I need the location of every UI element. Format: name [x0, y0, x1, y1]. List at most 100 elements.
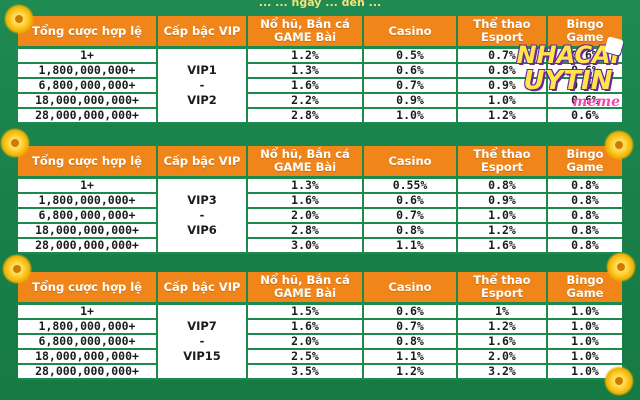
bet-cell: 18,000,000,000+ [18, 350, 158, 365]
slot-rate-cell: 1.3% [248, 64, 364, 79]
bet-cell: 6,800,000,000+ [18, 209, 158, 224]
sport-rate-cell: 0.9% [458, 79, 548, 94]
vip-to: VIP2 [187, 93, 217, 107]
bingo-rate-cell: 0.8% [548, 179, 622, 194]
bet-cell: 6,800,000,000+ [18, 79, 158, 94]
sport-rate-cell: 1.2% [458, 109, 548, 124]
logo-line-3: meme [572, 94, 620, 110]
bet-cell: 1+ [18, 305, 158, 320]
table-row: 1+ VIP3 - VIP6 1.3% 0.55% 0.8% 0.8% [18, 179, 622, 254]
sport-rate-cell: 0.8% [458, 179, 548, 194]
header-slot-fish-card: Nổ hũ, Bắn cá GAME Bài [248, 16, 364, 49]
sport-rate-cell: 3.2% [458, 365, 548, 380]
table-row: 1,800,000,000+ 1.3% 0.6% 0.8% 0.6% [18, 64, 622, 79]
header-vip-level: Cấp bậc VIP [158, 16, 248, 49]
slot-rate-cell: 2.2% [248, 94, 364, 109]
casino-rate-cell: 0.8% [364, 224, 458, 239]
vip-separator: - [199, 334, 205, 348]
sport-rate-cell: 1% [458, 305, 548, 320]
flower-decoration [0, 128, 30, 158]
table-row: 1+ VIP1 - VIP2 1.2% 0.5% 0.7% 0.6% [18, 49, 622, 124]
vip-from: VIP1 [187, 63, 217, 77]
flower-decoration [2, 254, 32, 284]
bet-cell: 1,800,000,000+ [18, 320, 158, 335]
header-vip-level: Cấp bậc VIP [158, 146, 248, 179]
casino-rate-cell: 1.1% [364, 239, 458, 254]
bingo-rate-cell: 0.6% [548, 64, 622, 79]
sport-rate-cell: 1.6% [458, 239, 548, 254]
table-header-row: Tổng cược hợp lệ Cấp bậc VIP Nổ hũ, Bắn … [18, 146, 622, 179]
slot-rate-cell: 1.2% [248, 49, 364, 64]
header-sport-esport: Thể thao Esport [458, 146, 548, 179]
bet-cell: 1+ [18, 49, 158, 64]
bingo-rate-cell: 0.6% [548, 49, 622, 64]
table-row: 28,000,000,000+ 2.8% 1.0% 1.2% 0.6% [18, 109, 622, 124]
bet-cell: 28,000,000,000+ [18, 109, 158, 124]
table-row: 18,000,000,000+ 2.2% 0.9% 1.0% 0.6% [18, 94, 622, 109]
header-casino: Casino [364, 146, 458, 179]
table-row: 1,800,000,000+ 1.6% 0.7% 1.2% 1.0% [18, 320, 622, 335]
table-header-row: Tổng cược hợp lệ Cấp bậc VIP Nổ hũ, Bắn … [18, 272, 622, 305]
table-row: 28,000,000,000+ 3.0% 1.1% 1.6% 0.8% [18, 239, 622, 254]
bet-cell: 1,800,000,000+ [18, 64, 158, 79]
vip-to: VIP15 [183, 349, 221, 363]
slot-rate-cell: 2.0% [248, 335, 364, 350]
bingo-rate-cell: 1.0% [548, 335, 622, 350]
casino-rate-cell: 0.8% [364, 335, 458, 350]
casino-rate-cell: 0.6% [364, 305, 458, 320]
slot-rate-cell: 3.5% [248, 365, 364, 380]
casino-rate-cell: 0.7% [364, 209, 458, 224]
table-row: 1+ VIP7 - VIP15 1.5% 0.6% 1% 1.0% [18, 305, 622, 380]
table-row: 6,800,000,000+ 1.6% 0.7% 0.9% 0.6% [18, 79, 622, 94]
slot-rate-cell: 3.0% [248, 239, 364, 254]
header-slot-fish-card: Nổ hũ, Bắn cá GAME Bài [248, 146, 364, 179]
logo-line-2: UYTIN [523, 66, 613, 96]
casino-rate-cell: 0.9% [364, 94, 458, 109]
slot-rate-cell: 1.5% [248, 305, 364, 320]
table-row: 6,800,000,000+ 2.0% 0.8% 1.6% 1.0% [18, 335, 622, 350]
bet-cell: 18,000,000,000+ [18, 224, 158, 239]
slot-rate-cell: 1.6% [248, 320, 364, 335]
header-casino: Casino [364, 272, 458, 305]
vip-separator: - [199, 208, 205, 222]
flower-decoration [604, 130, 634, 160]
casino-rate-cell: 0.7% [364, 79, 458, 94]
bingo-rate-cell: 1.0% [548, 320, 622, 335]
casino-rate-cell: 1.1% [364, 350, 458, 365]
bingo-rate-cell: 0.8% [548, 209, 622, 224]
flower-decoration [604, 366, 634, 396]
slot-rate-cell: 1.6% [248, 194, 364, 209]
sport-rate-cell: 1.0% [458, 209, 548, 224]
slot-rate-cell: 1.3% [248, 179, 364, 194]
bingo-rate-cell: 1.0% [548, 350, 622, 365]
flower-decoration [4, 4, 34, 34]
vip-to: VIP6 [187, 223, 217, 237]
header-banner-text: ... ... ngày ... đến ... [258, 0, 382, 9]
vip-from: VIP3 [187, 193, 217, 207]
flower-decoration [606, 252, 636, 282]
header-total-bet: Tổng cược hợp lệ [18, 16, 158, 49]
bet-cell: 1,800,000,000+ [18, 194, 158, 209]
brand-logo: NHACAI UYTIN meme [506, 36, 630, 134]
casino-rate-cell: 1.2% [364, 365, 458, 380]
header-total-bet: Tổng cược hợp lệ [18, 146, 158, 179]
vip-range-cell: VIP7 - VIP15 [158, 305, 248, 380]
table-row: 6,800,000,000+ 2.0% 0.7% 1.0% 0.8% [18, 209, 622, 224]
header-vip-level: Cấp bậc VIP [158, 272, 248, 305]
slot-rate-cell: 2.0% [248, 209, 364, 224]
header-total-bet: Tổng cược hợp lệ [18, 272, 158, 305]
bet-cell: 18,000,000,000+ [18, 94, 158, 109]
bingo-rate-cell: 0.8% [548, 224, 622, 239]
header-casino: Casino [364, 16, 458, 49]
bingo-rate-cell: 0.6% [548, 79, 622, 94]
header-sport-esport: Thể thao Esport [458, 16, 548, 49]
casino-rate-cell: 0.6% [364, 64, 458, 79]
sport-rate-cell: 1.6% [458, 335, 548, 350]
sport-rate-cell: 1.2% [458, 320, 548, 335]
rebate-table-2: Tổng cược hợp lệ Cấp bậc VIP Nổ hũ, Bắn … [18, 146, 622, 254]
bet-cell: 28,000,000,000+ [18, 365, 158, 380]
vip-separator: - [199, 78, 205, 92]
header-sport-esport: Thể thao Esport [458, 272, 548, 305]
bet-cell: 6,800,000,000+ [18, 335, 158, 350]
rebate-table-1: Tổng cược hợp lệ Cấp bậc VIP Nổ hũ, Bắn … [18, 16, 622, 124]
